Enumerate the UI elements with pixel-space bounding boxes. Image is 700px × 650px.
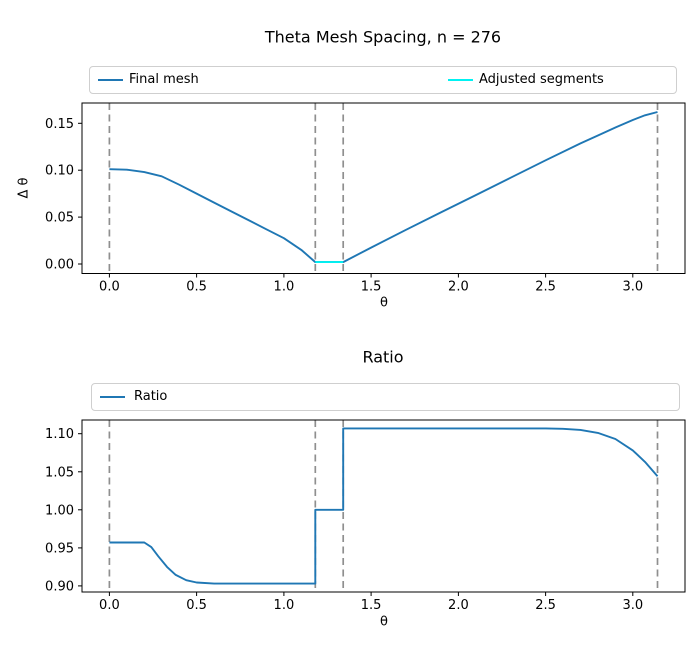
y-tick-label: 0.10 (45, 164, 74, 179)
bottom-x-axis-label: θ (380, 614, 388, 630)
ratio-legend-line (100, 396, 125, 399)
x-tick-label: 3.0 (622, 598, 643, 613)
x-tick-label: 0.0 (99, 598, 120, 613)
ratio-legend-label: Ratio (134, 389, 168, 404)
x-tick-label: 2.5 (535, 280, 556, 295)
x-tick-label: 1.5 (361, 280, 382, 295)
x-tick-label: 1.0 (274, 598, 295, 613)
final-mesh-legend-line (98, 79, 123, 82)
plot-frame (81, 419, 686, 593)
plot-frame (81, 102, 686, 274)
x-tick-label: 2.0 (448, 280, 469, 295)
y-tick-label: 0.00 (45, 258, 74, 273)
y-tick-label: 1.10 (45, 427, 74, 442)
y-tick-label: 1.05 (45, 465, 74, 480)
top-y-axis-label: Δ θ (16, 177, 32, 199)
x-tick-label: 2.5 (535, 598, 556, 613)
final-mesh-legend-label: Final mesh (129, 72, 199, 87)
y-tick-label: 0.95 (45, 541, 74, 556)
final-mesh-curve (109, 111, 658, 264)
bottom-chart-title: Ratio (362, 347, 404, 367)
x-tick-label: 0.5 (186, 280, 207, 295)
y-tick-label: 1.00 (45, 503, 74, 518)
bottom-legend: Ratio (91, 383, 680, 411)
x-tick-label: 0.5 (186, 598, 207, 613)
x-tick-label: 1.0 (274, 280, 295, 295)
top-x-axis-label: θ (380, 295, 388, 311)
x-tick-label: 2.0 (448, 598, 469, 613)
top-chart-title: Theta Mesh Spacing, n = 276 (264, 27, 502, 47)
y-tick-label: 0.05 (45, 211, 74, 226)
x-tick-label: 0.0 (99, 280, 120, 295)
top-legend: Final mesh Adjusted segments (89, 66, 677, 94)
x-tick-label: 3.0 (622, 280, 643, 295)
adjusted-segments-legend-label: Adjusted segments (479, 72, 604, 87)
x-tick-label: 1.5 (361, 598, 382, 613)
y-tick-label: 0.90 (45, 579, 74, 594)
y-tick-label: 0.15 (45, 117, 74, 132)
adjusted-segments-legend-line (448, 79, 473, 82)
ratio-curve (109, 427, 659, 585)
